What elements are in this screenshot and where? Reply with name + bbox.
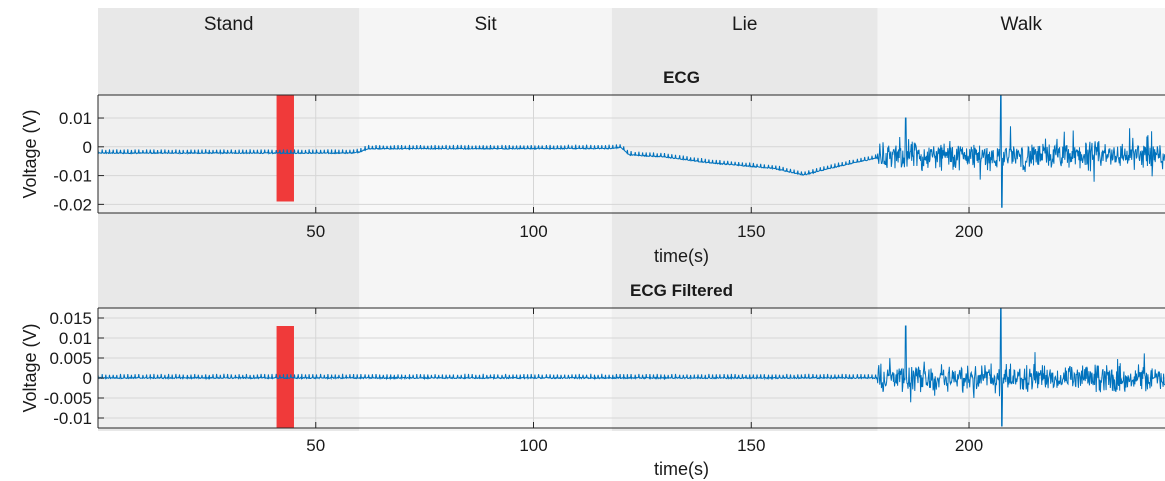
x-tick-label: 200 — [955, 436, 983, 455]
y-tick-label: 0.005 — [49, 349, 92, 368]
y-tick-label: -0.01 — [53, 409, 92, 428]
signal-trace — [97, 94, 1165, 208]
highlight-segment — [276, 95, 294, 202]
y-tick-label: 0.01 — [59, 109, 92, 128]
panel-ecg: 50 100 150 200 0.01 0 -0.01 -0.02 ECG time(s) Volt… — [20, 68, 1165, 266]
axes-background — [611, 95, 878, 213]
x-axis-label: time(s) — [654, 459, 709, 479]
axes-background — [877, 308, 1165, 428]
x-tick-label: 150 — [737, 436, 765, 455]
y-tick-label: -0.01 — [53, 167, 92, 186]
y-tick-label: -0.005 — [44, 389, 92, 408]
x-tick-label: 50 — [306, 222, 325, 241]
signal-trace — [97, 307, 1165, 427]
x-tick-label: 150 — [737, 222, 765, 241]
y-tick-label: 0 — [83, 138, 92, 157]
activity-label: Sit — [475, 14, 498, 35]
y-tick-label: 0.01 — [59, 329, 92, 348]
axes-background — [98, 95, 360, 213]
highlight-segment — [276, 326, 294, 428]
y-tick-label: -0.02 — [53, 195, 92, 214]
activity-label: Walk — [1001, 14, 1043, 35]
axes-background — [98, 308, 360, 428]
x-axis-label: time(s) — [654, 246, 709, 266]
x-tick-label: 100 — [519, 436, 547, 455]
axes-background — [359, 308, 612, 428]
y-axis-label: Voltage (V) — [20, 323, 40, 412]
activity-label: Lie — [732, 14, 757, 35]
panel-title: ECG Filtered — [630, 281, 733, 300]
y-axis-label: Voltage (V) — [20, 109, 40, 198]
x-tick-label: 100 — [519, 222, 547, 241]
x-tick-label: 50 — [306, 436, 325, 455]
axes-background — [611, 308, 878, 428]
y-tick-label: 0.015 — [49, 309, 92, 328]
activity-label: Stand — [204, 14, 254, 35]
x-tick-label: 200 — [955, 222, 983, 241]
axes-background — [359, 95, 612, 213]
y-tick-label: 0 — [83, 369, 92, 388]
panel-title: ECG — [663, 68, 700, 87]
